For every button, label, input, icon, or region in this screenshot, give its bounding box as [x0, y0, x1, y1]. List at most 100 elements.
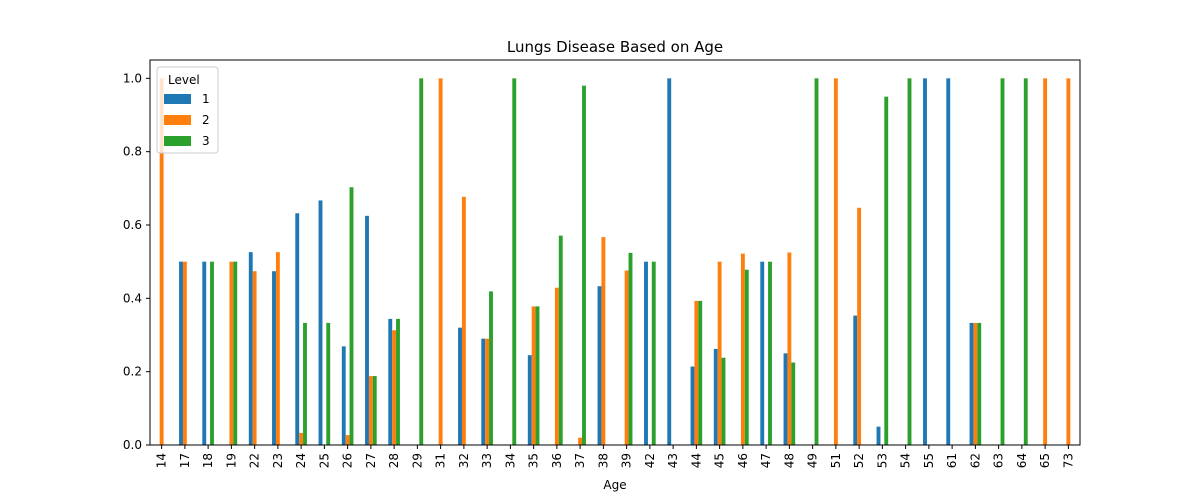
y-tick-label: 0.6 [123, 218, 142, 232]
bar-level-2-age-39 [624, 270, 629, 445]
bar-level-1-age-26 [341, 346, 346, 445]
bar-level-3-age-18 [210, 261, 214, 445]
bar-level-3-age-39 [628, 252, 633, 445]
x-tick-label: 49 [806, 453, 820, 468]
bar-level-3-age-47 [768, 261, 772, 445]
bar-level-2-age-51 [833, 78, 838, 445]
bar-level-2-age-45 [717, 261, 722, 445]
bar-level-3-age-26 [349, 187, 354, 445]
bar-level-1-age-44 [690, 366, 695, 445]
bar-level-2-age-52 [857, 207, 862, 445]
bar-level-1-age-32 [458, 327, 462, 445]
plot-frame [149, 59, 1081, 446]
x-tick-label: 26 [341, 453, 355, 468]
bar-level-1-age-38 [597, 286, 602, 445]
bar-level-1-age-62 [969, 322, 974, 445]
x-tick-label: 24 [294, 453, 308, 468]
x-tick-label: 25 [317, 453, 331, 468]
x-tick-label: 35 [527, 453, 541, 468]
x-tick-label: 48 [782, 453, 796, 468]
legend: Level 1 2 3 [156, 66, 219, 154]
bar-level-3-age-35 [535, 306, 540, 445]
x-tick-label: 29 [410, 453, 424, 468]
x-tick-label: 62 [968, 453, 982, 468]
bar-level-2-age-26 [345, 435, 350, 445]
bar-level-3-age-27 [372, 376, 377, 445]
bar-level-1-age-52 [853, 315, 858, 445]
y-axis-ticks: 0.0 0.2 0.4 0.6 0.8 1.0 [123, 71, 150, 452]
bar-level-2-age-31 [438, 78, 443, 445]
x-tick-label: 73 [1061, 453, 1075, 468]
x-tick-label: 51 [829, 453, 843, 468]
bar-level-1-age-25 [318, 200, 323, 445]
bar-level-1-age-17 [179, 261, 183, 445]
bar-level-1-age-53 [876, 426, 881, 445]
x-tick-label: 28 [387, 453, 401, 468]
bar-level-2-age-62 [973, 322, 978, 445]
bar-level-1-age-22 [248, 252, 253, 445]
bar-level-3-age-62 [977, 322, 982, 445]
bar-level-2-age-46 [740, 253, 745, 445]
bar-level-2-age-35 [531, 306, 536, 445]
bar-level-3-age-19 [233, 261, 238, 445]
x-tick-label: 19 [224, 453, 238, 468]
bar-level-1-age-24 [295, 213, 300, 445]
bar-level-2-age-38 [601, 237, 606, 445]
x-axis-ticks: 14 17 18 19 22 23 24 25 26 27 28 29 31 32 33 34 35 36 37 38… [155, 445, 1075, 468]
bar-level-1-age-55 [923, 78, 927, 445]
x-axis-label: Age [603, 478, 626, 492]
y-tick-label: 1.0 [123, 71, 142, 85]
x-tick-label: 52 [852, 453, 866, 468]
bar-level-3-age-54 [907, 78, 912, 445]
bar-level-2-age-32 [461, 196, 466, 445]
legend-swatch-2 [164, 115, 191, 125]
bar-level-3-age-36 [558, 235, 563, 445]
y-tick-label: 0.4 [123, 291, 142, 305]
x-tick-label: 42 [643, 453, 657, 468]
bar-level-3-age-46 [744, 269, 749, 445]
x-tick-label: 44 [689, 453, 703, 468]
x-tick-label: 34 [503, 453, 517, 468]
bar-level-1-age-45 [713, 348, 718, 445]
x-tick-label: 22 [248, 453, 262, 468]
bar-level-2-age-14 [159, 78, 164, 445]
bar-level-1-age-35 [527, 355, 532, 445]
bar-level-1-age-43 [667, 78, 672, 445]
x-tick-label: 64 [1015, 453, 1029, 468]
bar-level-1-age-48 [783, 353, 788, 445]
bar-level-2-age-27 [368, 376, 373, 445]
x-tick-label: 38 [596, 453, 610, 468]
bar-level-3-age-63 [1000, 78, 1005, 445]
bar-level-2-age-17 [182, 261, 187, 445]
x-tick-label: 63 [992, 453, 1006, 468]
bar-level-2-age-36 [554, 287, 559, 445]
bar-level-1-age-33 [481, 338, 486, 445]
x-tick-label: 32 [457, 453, 471, 468]
x-tick-label: 61 [945, 453, 959, 468]
bar-level-1-age-47 [760, 261, 765, 445]
x-tick-label: 14 [155, 453, 169, 468]
chart-title: Lungs Disease Based on Age [507, 38, 723, 56]
bars [159, 78, 1071, 446]
legend-title: Level [168, 73, 200, 87]
x-tick-label: 17 [178, 453, 192, 468]
bar-level-3-age-33 [489, 291, 493, 445]
x-tick-label: 31 [434, 453, 448, 468]
bar-level-3-age-28 [396, 318, 400, 445]
x-tick-label: 54 [899, 453, 913, 468]
bar-level-3-age-42 [651, 261, 656, 445]
bar-level-1-age-18 [202, 261, 207, 445]
bar-level-2-age-19 [229, 261, 234, 445]
bar-level-1-age-61 [946, 78, 951, 445]
bar-level-3-age-64 [1023, 78, 1028, 445]
bar-level-1-age-27 [365, 215, 369, 445]
bar-level-3-age-37 [582, 85, 586, 446]
bar-level-2-age-65 [1043, 78, 1048, 445]
bar-level-2-age-37 [578, 437, 583, 445]
bar-level-3-age-24 [303, 322, 307, 445]
legend-label-3: 3 [202, 134, 210, 148]
legend-label-1: 1 [202, 92, 210, 106]
x-tick-label: 39 [620, 453, 634, 468]
bar-level-2-age-44 [694, 300, 699, 445]
bar-level-3-age-34 [512, 78, 517, 445]
